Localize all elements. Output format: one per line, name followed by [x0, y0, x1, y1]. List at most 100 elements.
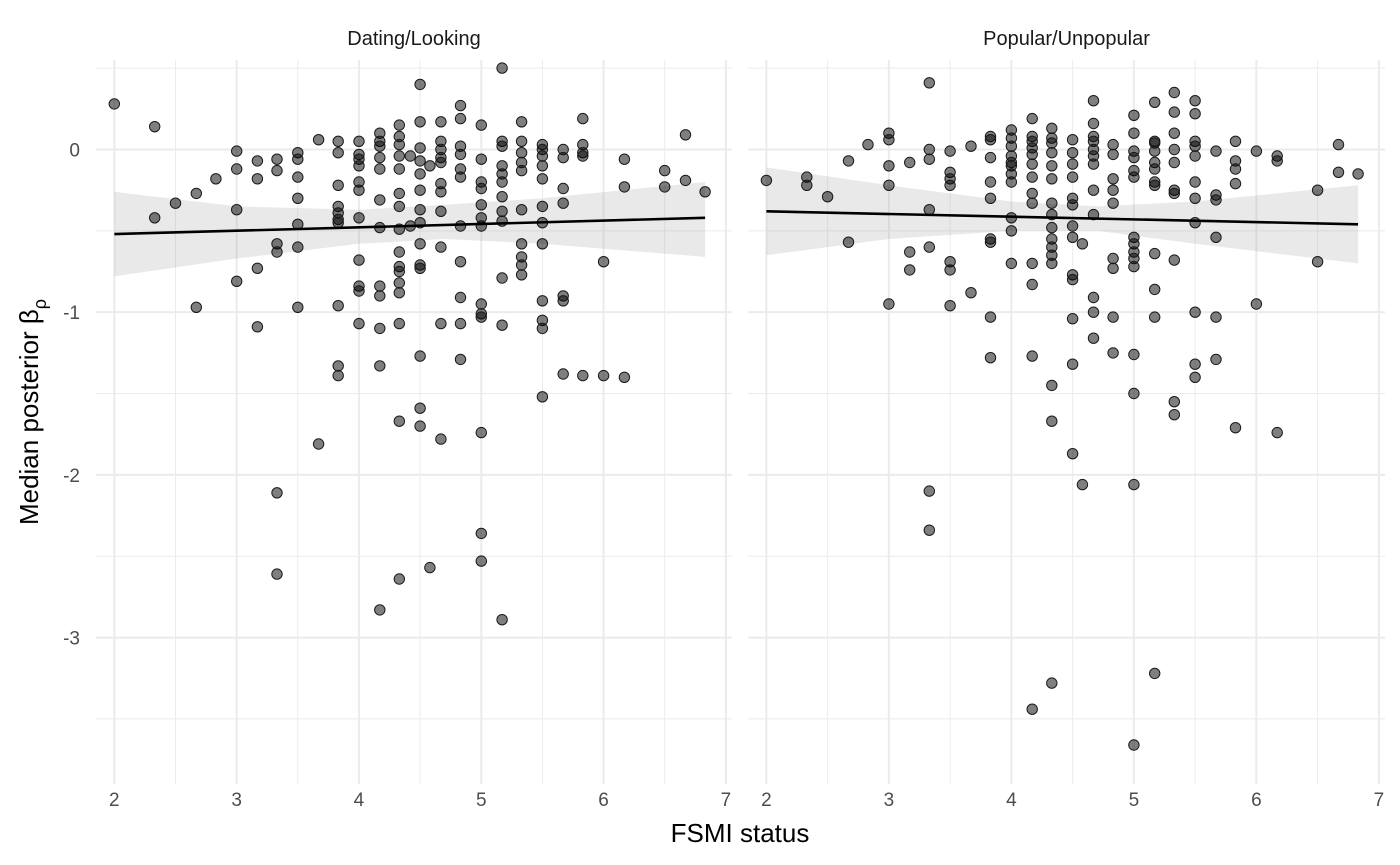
data-point	[353, 317, 365, 330]
data-point	[536, 160, 549, 172]
data-point	[414, 204, 426, 216]
data-point	[1332, 166, 1345, 179]
data-point	[108, 98, 121, 110]
data-point	[1107, 148, 1119, 161]
data-point	[1189, 306, 1201, 318]
data-point	[292, 241, 304, 253]
data-point	[292, 171, 304, 183]
data-point	[393, 415, 405, 427]
data-point	[1210, 194, 1222, 206]
data-point	[414, 350, 426, 362]
data-point	[1066, 134, 1079, 146]
data-point	[292, 153, 304, 165]
data-point	[1046, 173, 1058, 185]
data-point	[679, 129, 692, 141]
data-point	[435, 156, 447, 169]
y-axis-title-main: Median posterior β	[14, 309, 44, 525]
data-point	[1128, 478, 1140, 491]
data-point	[169, 197, 182, 209]
y-axis-title: Median posterior βρ	[14, 299, 50, 525]
data-point	[475, 527, 487, 540]
data-point	[454, 148, 467, 161]
data-point	[475, 199, 487, 211]
data-point	[1046, 197, 1058, 209]
data-point	[475, 426, 487, 439]
data-point	[1168, 106, 1181, 118]
data-point	[659, 181, 671, 193]
data-point	[271, 246, 283, 258]
data-point	[536, 238, 549, 250]
x-tick-label: 6	[598, 790, 609, 811]
data-point	[1087, 332, 1100, 344]
data-point	[1189, 95, 1201, 107]
data-point	[414, 116, 426, 128]
x-tick-label: 7	[721, 790, 732, 811]
data-point	[393, 200, 405, 213]
data-point	[1210, 311, 1222, 323]
data-point	[475, 220, 487, 232]
data-point	[414, 168, 426, 180]
data-point	[515, 259, 528, 271]
data-point	[1128, 171, 1140, 183]
data-point	[577, 112, 589, 125]
data-point	[557, 151, 569, 164]
data-point	[1168, 86, 1181, 99]
data-point	[944, 264, 956, 276]
data-point	[515, 164, 528, 177]
data-point	[557, 182, 569, 195]
data-point	[1107, 197, 1119, 209]
data-point	[475, 555, 487, 567]
data-point	[1087, 291, 1100, 304]
x-tick-label: 2	[761, 790, 772, 811]
data-point	[1026, 112, 1038, 125]
data-point	[1168, 143, 1181, 156]
data-point	[597, 369, 610, 382]
data-point	[251, 321, 264, 333]
confidence-ribbon	[766, 167, 1359, 264]
data-point	[944, 145, 956, 157]
data-point	[332, 369, 344, 382]
data-point	[1149, 667, 1161, 680]
data-point	[475, 182, 487, 195]
data-point	[414, 420, 426, 432]
data-point	[353, 135, 365, 148]
data-point	[393, 265, 405, 278]
data-point	[944, 300, 956, 312]
data-point	[1046, 257, 1058, 270]
data-point	[414, 184, 426, 196]
data-point	[496, 272, 508, 284]
data-point	[1087, 158, 1100, 170]
data-point	[515, 147, 528, 159]
data-point	[231, 145, 243, 157]
data-point	[1128, 260, 1140, 273]
data-point	[454, 99, 467, 112]
data-point	[1066, 171, 1079, 183]
data-point	[393, 119, 405, 131]
data-point	[435, 205, 447, 218]
data-point	[515, 135, 528, 148]
data-point	[1149, 247, 1161, 260]
data-point	[332, 179, 344, 192]
data-point	[984, 176, 997, 188]
data-point	[1189, 192, 1201, 205]
data-point	[251, 155, 264, 167]
y-axis-ticks: 0 -1 -2 -3	[63, 140, 80, 649]
data-point	[842, 155, 855, 167]
data-point	[149, 212, 161, 224]
data-point	[1046, 677, 1058, 689]
data-point	[393, 150, 405, 162]
data-point	[557, 295, 569, 307]
data-point	[1229, 422, 1242, 434]
data-point	[454, 112, 467, 125]
data-point	[393, 277, 405, 289]
data-point	[944, 179, 956, 192]
data-point	[424, 160, 436, 172]
data-point	[1005, 140, 1018, 152]
data-point	[923, 241, 935, 253]
y-axis-title-subscript: ρ	[30, 299, 50, 309]
data-point	[414, 142, 426, 154]
data-point	[1026, 257, 1038, 270]
data-point	[1066, 313, 1079, 325]
data-point	[618, 153, 631, 165]
data-point	[393, 573, 405, 585]
